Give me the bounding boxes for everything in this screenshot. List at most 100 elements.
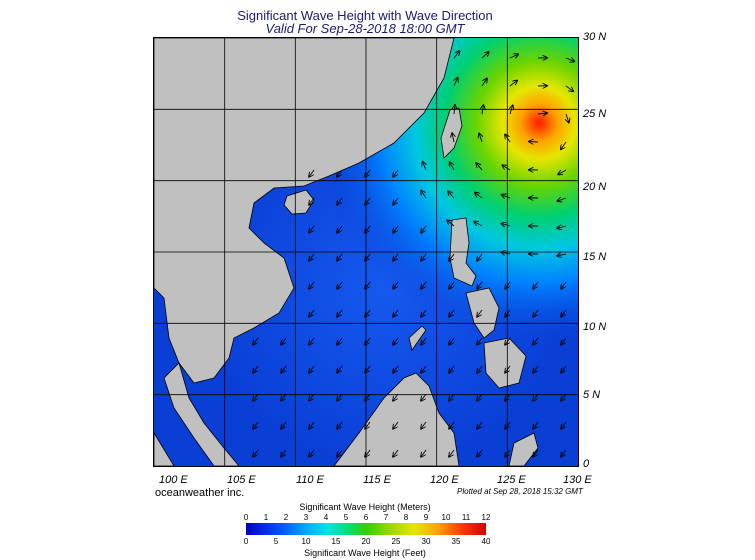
graticule xyxy=(154,38,578,466)
wave-arrow xyxy=(509,54,518,58)
wave-arrow xyxy=(337,281,343,289)
wave-arrow xyxy=(309,281,315,289)
wave-arrow xyxy=(510,105,513,115)
wave-arrow xyxy=(533,365,539,373)
wave-arrow xyxy=(557,226,567,228)
wave-arrow xyxy=(450,162,455,171)
wave-arrow xyxy=(337,197,343,205)
wave-arrow xyxy=(253,365,259,373)
wave-arrow xyxy=(477,449,483,457)
lon-label-130e: 130 E xyxy=(563,474,592,486)
wave-arrow xyxy=(561,141,567,149)
wave-arrow xyxy=(421,449,427,457)
lon-label-125e: 125 E xyxy=(497,474,526,486)
colorbar-tick-meters: 4 xyxy=(323,513,329,522)
wave-arrow xyxy=(449,253,455,261)
wave-arrow xyxy=(453,51,459,59)
wave-arrow xyxy=(337,337,343,345)
colorbar-tick-meters: 8 xyxy=(403,513,409,522)
wave-arrow xyxy=(365,197,371,205)
wave-arrow xyxy=(393,253,399,261)
wave-arrow xyxy=(281,365,287,373)
wave-arrow xyxy=(454,105,455,115)
wave-arrow xyxy=(533,337,539,345)
lat-label-25n: 25 N xyxy=(583,108,607,120)
wave-arrow xyxy=(253,421,259,429)
wave-arrow xyxy=(281,337,287,345)
wave-arrow xyxy=(253,337,259,345)
map-subtitle: Valid For Sep-28-2018 18:00 GMT xyxy=(265,21,465,36)
wave-arrow xyxy=(561,449,567,457)
wave-arrow xyxy=(365,365,371,373)
colorbar-tick-meters: 6 xyxy=(363,513,369,522)
wave-arrow xyxy=(365,421,371,429)
wave-arrow xyxy=(505,337,511,345)
wave-arrow xyxy=(337,421,343,429)
wave-arrow xyxy=(447,220,455,227)
lon-label-100e: 100 E xyxy=(159,474,188,486)
wave-arrow xyxy=(502,195,511,198)
wave-arrow xyxy=(481,52,489,59)
colorbar xyxy=(246,523,486,535)
wave-arrow xyxy=(337,449,343,457)
wave-arrow xyxy=(281,449,287,457)
wave-arrow xyxy=(566,113,569,123)
lat-label-15n: 15 N xyxy=(583,251,607,263)
wave-arrow xyxy=(561,337,567,345)
wave-arrow xyxy=(533,393,539,401)
wave-arrow xyxy=(309,365,315,373)
wave-arrow xyxy=(421,281,427,289)
lat-label-10n: 10 N xyxy=(583,321,607,333)
wave-arrow xyxy=(421,393,427,401)
wave-arrow xyxy=(421,253,427,261)
wave-arrow xyxy=(337,253,343,261)
wave-arrow xyxy=(533,449,539,457)
wave-arrow xyxy=(337,309,343,317)
wave-arrow xyxy=(533,309,539,317)
colorbar-tick-feet: 15 xyxy=(331,537,341,546)
wave-arrow xyxy=(365,253,371,261)
wave-arrow xyxy=(509,80,517,87)
wave-arrow xyxy=(475,193,483,199)
wave-arrow xyxy=(421,225,427,233)
colorbar-tick-meters: 12 xyxy=(481,513,491,522)
wave-arrow xyxy=(505,449,511,457)
colorbar-tick-meters: 2 xyxy=(283,513,289,522)
wave-arrow xyxy=(482,105,483,115)
lon-label-110e: 110 E xyxy=(296,474,324,486)
wave-arrow xyxy=(253,449,259,457)
colorbar-tick-meters: 5 xyxy=(343,513,349,522)
wave-arrow xyxy=(309,421,315,429)
wave-arrow xyxy=(452,133,454,143)
wave-arrow xyxy=(393,393,399,401)
wave-arrow xyxy=(505,365,511,373)
wave-arrow xyxy=(479,133,482,143)
wave-arrow xyxy=(365,393,371,401)
wave-arrow xyxy=(449,281,455,289)
wave-arrow xyxy=(477,253,483,261)
wave-arrow xyxy=(393,225,399,233)
colorbar-tick-feet: 35 xyxy=(451,537,461,546)
wave-arrow xyxy=(565,85,573,91)
wave-arrow xyxy=(533,281,539,289)
colorbar-tick-feet: 20 xyxy=(361,537,371,546)
wave-arrow xyxy=(421,191,427,199)
wave-arrow xyxy=(561,393,567,401)
wave-arrow xyxy=(477,281,483,289)
wave-arrow xyxy=(449,365,455,373)
wave-arrow xyxy=(537,113,547,114)
wave-arrow xyxy=(477,337,483,345)
wave-arrow xyxy=(533,421,539,429)
wave-arrow xyxy=(393,309,399,317)
wave-arrow xyxy=(337,393,343,401)
wave-arrow xyxy=(421,309,427,317)
brand-label: oceanweather inc. xyxy=(155,487,245,499)
wave-arrow xyxy=(309,337,315,345)
colorbar-tick-feet: 0 xyxy=(243,537,249,546)
wave-arrow xyxy=(281,421,287,429)
wave-arrow xyxy=(501,252,511,254)
wave-arrow xyxy=(557,254,567,256)
wave-arrow xyxy=(505,393,511,401)
colorbar-tick-feet: 40 xyxy=(481,537,491,546)
wave-arrow xyxy=(393,281,399,289)
